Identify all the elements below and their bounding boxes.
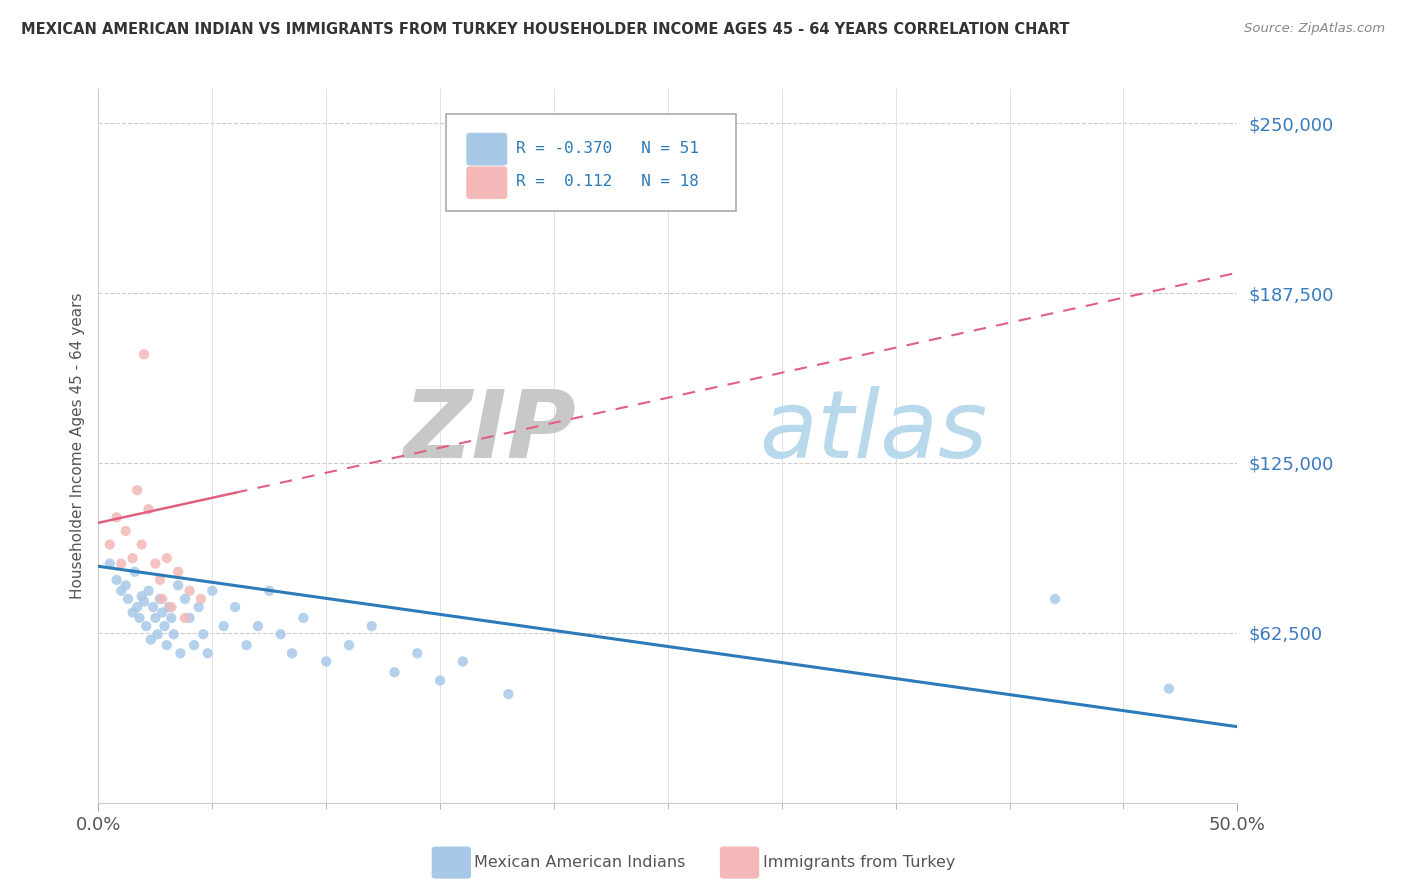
Text: atlas: atlas — [759, 386, 987, 477]
Point — [201, 583, 224, 598]
Point — [132, 347, 155, 361]
Point — [1043, 591, 1066, 606]
Point — [160, 600, 183, 615]
Point — [150, 591, 173, 606]
Point — [127, 483, 149, 498]
Point — [246, 619, 269, 633]
Point — [183, 638, 205, 652]
Point — [98, 537, 121, 551]
FancyBboxPatch shape — [467, 133, 508, 166]
Point — [235, 638, 257, 652]
Point — [128, 611, 150, 625]
Point — [138, 583, 160, 598]
Point — [121, 606, 143, 620]
Point — [406, 646, 429, 660]
Point — [224, 600, 246, 615]
Point — [197, 646, 219, 660]
Point — [121, 551, 143, 566]
Point — [124, 565, 146, 579]
Point — [150, 606, 173, 620]
Point — [146, 627, 169, 641]
Point — [174, 611, 197, 625]
Point — [105, 510, 128, 524]
Point — [498, 687, 520, 701]
Point — [132, 594, 155, 608]
Text: R = -0.370   N = 51: R = -0.370 N = 51 — [516, 141, 699, 156]
Point — [138, 502, 160, 516]
Point — [167, 565, 190, 579]
Point — [179, 611, 201, 625]
Point — [153, 619, 176, 633]
Point — [145, 611, 167, 625]
Point — [337, 638, 360, 652]
Point — [315, 655, 337, 669]
Point — [281, 646, 304, 660]
Point — [114, 578, 136, 592]
Point — [190, 591, 212, 606]
Point — [451, 655, 474, 669]
Point — [292, 611, 315, 625]
Text: ZIP: ZIP — [404, 385, 576, 478]
Point — [149, 573, 172, 587]
Point — [212, 619, 235, 633]
Point — [131, 589, 153, 603]
Text: Mexican American Indians: Mexican American Indians — [474, 855, 685, 870]
Point — [135, 619, 157, 633]
Point — [142, 600, 165, 615]
Point — [193, 627, 215, 641]
Point — [429, 673, 451, 688]
Point — [270, 627, 292, 641]
Point — [169, 646, 191, 660]
Point — [149, 591, 172, 606]
Point — [160, 611, 183, 625]
Point — [162, 627, 184, 641]
Text: Immigrants from Turkey: Immigrants from Turkey — [763, 855, 956, 870]
Point — [187, 600, 209, 615]
FancyBboxPatch shape — [446, 114, 737, 211]
FancyBboxPatch shape — [467, 166, 508, 199]
Point — [156, 638, 179, 652]
Point — [114, 524, 136, 538]
Point — [360, 619, 382, 633]
Point — [174, 591, 197, 606]
Point — [117, 591, 139, 606]
Point — [139, 632, 162, 647]
Point — [179, 583, 201, 598]
Point — [131, 537, 153, 551]
Point — [98, 557, 121, 571]
Y-axis label: Householder Income Ages 45 - 64 years: Householder Income Ages 45 - 64 years — [69, 293, 84, 599]
Text: R =  0.112   N = 18: R = 0.112 N = 18 — [516, 175, 699, 189]
Point — [1157, 681, 1180, 696]
Point — [110, 583, 132, 598]
Point — [110, 557, 132, 571]
Point — [127, 600, 149, 615]
Point — [157, 600, 180, 615]
Point — [145, 557, 167, 571]
Point — [105, 573, 128, 587]
Point — [259, 583, 281, 598]
Point — [384, 665, 406, 680]
Point — [167, 578, 190, 592]
Text: MEXICAN AMERICAN INDIAN VS IMMIGRANTS FROM TURKEY HOUSEHOLDER INCOME AGES 45 - 6: MEXICAN AMERICAN INDIAN VS IMMIGRANTS FR… — [21, 22, 1070, 37]
Point — [156, 551, 179, 566]
Text: Source: ZipAtlas.com: Source: ZipAtlas.com — [1244, 22, 1385, 36]
